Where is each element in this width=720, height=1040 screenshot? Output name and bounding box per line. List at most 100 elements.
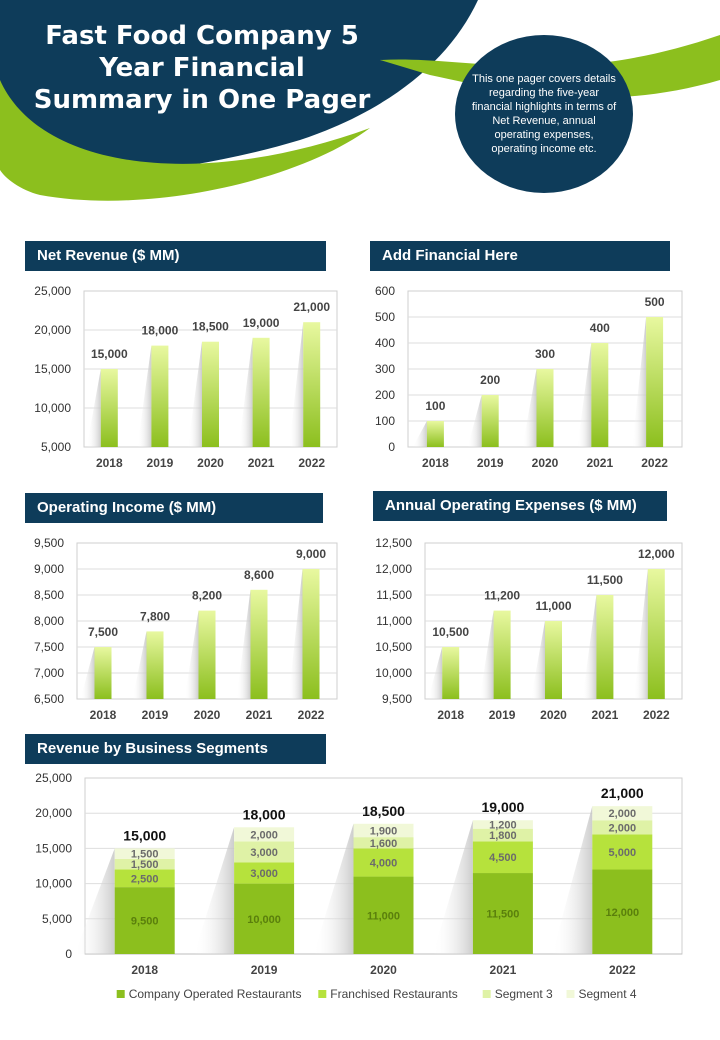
bar-value-label: 7,500 (88, 625, 118, 639)
legend-swatch (566, 990, 575, 998)
bar-shadow (86, 369, 101, 447)
segment-value-label: 1,500 (131, 859, 159, 871)
bar-shadow (582, 595, 597, 699)
segment-value-label: 3,000 (250, 847, 278, 859)
x-tick-label: 2021 (248, 456, 275, 470)
bar-shadow (194, 827, 235, 954)
segments-header: Revenue by Business Segments (25, 734, 326, 764)
summary-circle: This one pager covers details regarding … (455, 35, 633, 193)
x-tick-label: 2019 (142, 708, 169, 722)
total-value-label: 19,000 (481, 799, 524, 815)
segment-value-label: 1,600 (370, 838, 398, 850)
bar-shadow (577, 343, 592, 447)
segment-value-label: 2,000 (609, 808, 637, 820)
y-tick-label: 12,000 (375, 562, 412, 576)
bar-shadow (184, 610, 199, 699)
x-tick-label: 2022 (609, 963, 636, 977)
segments-chart: 0 5,000 10,000 15,000 20,000 25,000 2018 2019 20… (35, 771, 683, 977)
annual-expenses-header: Annual Operating Expenses ($ MM) (373, 491, 667, 521)
bar (545, 621, 562, 699)
bar-shadow (632, 317, 647, 447)
y-tick-label: 100 (375, 414, 395, 428)
y-tick-label: 10,000 (34, 401, 71, 415)
y-tick-label: 9,500 (382, 692, 412, 706)
bar-value-label: 11,500 (587, 573, 623, 587)
y-tick-label: 11,000 (376, 614, 412, 628)
bar (481, 395, 499, 447)
legend-label: Segment 3 (495, 987, 553, 1001)
stacked-segment (472, 820, 533, 829)
y-tick-label: 10,500 (375, 640, 412, 654)
segment-value-label: 4,500 (489, 852, 517, 864)
y-tick-label: 12,500 (375, 536, 412, 550)
bar-shadow (412, 421, 427, 447)
bar-shadow (313, 823, 354, 954)
segment-value-label: 2,500 (131, 873, 159, 885)
bar (151, 345, 169, 447)
bar-shadow (522, 369, 537, 447)
x-tick-label: 2018 (422, 456, 449, 470)
bar (647, 569, 665, 699)
x-tick-label: 2021 (490, 963, 517, 977)
bar-shadow (236, 589, 251, 699)
bar-shadow (552, 806, 593, 954)
bar (302, 569, 320, 699)
bar-shadow (531, 621, 545, 699)
bar (252, 337, 270, 447)
stacked-segment (234, 862, 295, 884)
bar-value-label: 10,500 (432, 625, 469, 639)
y-tick-label: 0 (65, 947, 72, 961)
bar (426, 421, 444, 447)
bar (250, 589, 268, 699)
segment-value-label: 1,800 (489, 830, 517, 842)
y-tick-label: 400 (375, 336, 395, 350)
y-tick-label: 10,000 (35, 877, 72, 891)
bar (146, 631, 164, 699)
y-tick-label: 11,500 (376, 588, 412, 602)
total-value-label: 15,000 (123, 827, 166, 843)
y-tick-label: 500 (375, 310, 395, 324)
y-tick-label: 200 (375, 388, 395, 402)
x-tick-label: 2022 (641, 456, 668, 470)
x-tick-label: 2021 (592, 708, 619, 722)
stacked-segment (592, 820, 653, 835)
bar-shadow (188, 341, 202, 447)
legend-swatch (318, 990, 327, 998)
stacked-segment (472, 873, 533, 954)
stacked-segment (234, 827, 295, 842)
hero-banner: Fast Food Company 5 Year Financial Summa… (0, 0, 720, 230)
y-tick-label: 20,000 (34, 323, 71, 337)
add-financial-header: Add Financial Here (370, 241, 670, 271)
total-value-label: 18,500 (362, 803, 405, 819)
bar-value-label: 7,800 (140, 609, 170, 623)
segment-value-label: 10,000 (247, 914, 281, 926)
bar (94, 647, 112, 699)
page-title-line-2: Year Financial (99, 53, 305, 83)
x-tick-label: 2019 (489, 708, 516, 722)
annual-expenses-chart: 9,500 10,000 10,500 11,000 11,500 12,000 12,50… (375, 536, 683, 722)
bar (596, 595, 614, 699)
stacked-segment (114, 869, 175, 888)
bar-shadow (74, 848, 115, 954)
bar-shadow (137, 345, 152, 447)
stacked-segment (472, 841, 533, 874)
segment-value-label: 3,000 (250, 868, 278, 880)
stacked-segment (353, 823, 414, 838)
bar-shadow (289, 322, 304, 447)
stacked-segment (234, 841, 295, 863)
page-title: Fast Food Company 5 Year Financial Summa… (22, 20, 382, 116)
segments-legend: Company Operated Restaurants Franchised R… (116, 987, 637, 1001)
stacked-segment (353, 837, 414, 849)
legend-label: Company Operated Restaurants (129, 987, 302, 1001)
bar-value-label: 19,000 (243, 316, 280, 330)
bar (591, 343, 609, 447)
x-tick-label: 2020 (370, 963, 397, 977)
stacked-segment (353, 876, 414, 954)
stacked-segment (114, 887, 175, 954)
stacked-segment (114, 848, 175, 859)
x-tick-label: 2022 (643, 708, 670, 722)
y-tick-label: 6,500 (34, 692, 64, 706)
bar-value-label: 18,000 (142, 324, 179, 338)
bar-value-label: 100 (425, 399, 445, 413)
